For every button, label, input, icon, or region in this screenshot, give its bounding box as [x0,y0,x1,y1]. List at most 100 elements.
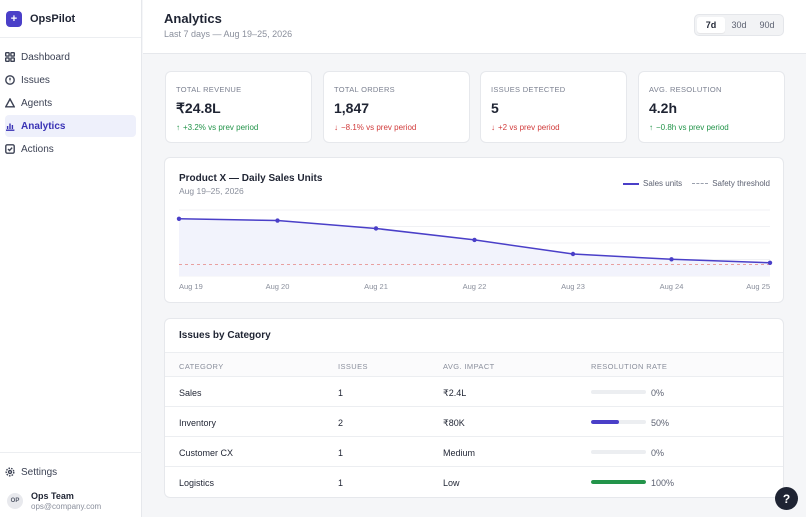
data-point [176,216,182,221]
sidebar-item-label: Settings [21,466,58,478]
data-point [373,226,379,231]
kpi-card-revenue: TOTAL REVENUE ₹24.8L ↑ +3.2% vs prev peri… [165,71,312,143]
kpi-delta: ↑ +3.2% vs prev period [176,123,258,132]
check-square-icon [5,144,15,154]
cell-resolution-rate: 100% [651,478,675,488]
legend-item-sales: Sales units [623,179,682,188]
cell-issues: 1 [338,478,344,488]
cell-issues: 1 [338,388,344,398]
table-row[interactable]: Logistics 1 Low 100% [165,467,783,497]
cell-category: Logistics [179,478,215,488]
data-point [570,251,576,257]
cell-impact: Medium [443,448,476,458]
gear-icon [5,467,15,477]
sidebar-item-settings[interactable]: Settings [5,461,137,483]
x-tick-label: Aug 22 [463,282,487,291]
sidebar-item-label: Actions [21,143,54,155]
cell-issues: 2 [338,418,344,428]
resolution-rate-bar [591,390,646,394]
legend-swatch-solid [623,182,640,185]
user-profile[interactable]: OP Ops Team ops@company.com [5,491,137,511]
triangle-icon [5,98,15,108]
grid-icon [5,52,15,62]
page-title: Analytics [164,11,222,26]
table-title: Issues by Category [179,330,271,341]
help-button[interactable]: ? [775,487,798,510]
column-header[interactable]: CATEGORY [179,362,224,371]
cell-category: Inventory [179,418,217,428]
issues-by-category-card: Issues by Category CATEGORY ISSUES AVG. … [164,318,784,498]
cell-issues: 1 [338,448,344,458]
kpi-delta: ↓ +2 vs prev period [491,123,560,132]
table-row[interactable]: Customer CX 1 Medium 0% [165,437,783,467]
x-tick-label: Aug 21 [364,282,388,291]
kpi-card-orders: TOTAL ORDERS 1,847 ↓ −8.1% vs prev period [323,71,470,143]
data-point [275,218,280,223]
kpi-card-issues: ISSUES DETECTED 5 ↓ +2 vs prev period [480,71,627,143]
column-header[interactable]: AVG. IMPACT [443,362,495,371]
resolution-rate-bar [591,480,646,484]
sidebar-item-dashboard[interactable]: Dashboard [5,46,136,68]
sidebar: + OpsPilot Dashboard Issues Agents Anal [0,0,142,517]
legend-label: Safety threshold [712,179,770,188]
kpi-value: ₹24.8L [176,100,221,116]
table-row[interactable]: Inventory 2 ₹80K 50% [165,407,783,437]
sidebar-item-label: Agents [21,97,53,109]
legend-label: Sales units [643,179,683,188]
alert-circle-icon [5,75,15,85]
resolution-rate-fill [591,420,619,424]
legend-item-threshold: Safety threshold [692,179,770,188]
sidebar-item-actions[interactable]: Actions [5,138,136,160]
sales-chart-card: Aug 19 Aug 20 Aug 21 Aug 22 Aug 23 Aug 24 Aug … [164,157,784,303]
sales-line-chart: Aug 19 Aug 20 Aug 21 Aug 22 Aug 23 Aug 24 Aug … [176,209,773,291]
table-header: CATEGORY ISSUES AVG. IMPACT RESOLUTION R… [165,352,783,377]
arrow-down-icon: ↓ [491,123,495,132]
resolution-rate-bar [591,450,646,454]
page-subtitle: Last 7 days — Aug 19–25, 2026 [164,29,293,39]
kpi-delta: ↑ −0.8h vs prev period [649,123,729,132]
sidebar-item-label: Dashboard [21,51,70,63]
x-tick-label: Aug 23 [561,282,585,291]
cell-resolution-rate: 0% [651,388,665,398]
resolution-rate-bar [591,420,646,424]
data-point [669,257,674,262]
bar-chart-icon [5,121,15,131]
arrow-up-icon: ↑ [649,123,653,132]
brand[interactable]: + OpsPilot [0,0,141,38]
arrow-up-icon: ↑ [176,123,180,132]
chart-subtitle: Aug 19–25, 2026 [179,186,244,196]
cell-impact: ₹2.4L [443,388,467,398]
chart-title: Product X — Daily Sales Units [179,173,323,184]
sidebar-nav: Dashboard Issues Agents Analytics Action… [0,38,141,169]
kpi-label: AVG. RESOLUTION [649,85,722,94]
sidebar-item-analytics[interactable]: Analytics [5,115,136,137]
cell-category: Sales [179,388,202,398]
cell-category: Customer CX [179,448,234,458]
sidebar-item-issues[interactable]: Issues [5,69,136,91]
x-tick-label: Aug 19 [179,282,203,291]
range-30d-button[interactable]: 30d [731,20,747,30]
kpi-delta-text: +2 vs prev period [498,123,560,132]
resolution-rate-fill [591,480,646,484]
page-header: Analytics Last 7 days — Aug 19–25, 2026 … [143,0,806,54]
cell-resolution-rate: 0% [651,448,665,458]
table-row[interactable]: Sales 1 ₹2.4L 0% [165,377,783,407]
column-header[interactable]: RESOLUTION RATE [591,362,668,371]
range-90d-button[interactable]: 90d [759,20,775,30]
sales-area [179,218,770,276]
kpi-value: 1,847 [334,100,370,116]
data-point [472,237,477,243]
x-tick-label: Aug 24 [660,282,684,291]
kpi-delta-text: +3.2% vs prev period [183,123,259,132]
kpi-delta-text: −8.1% vs prev period [341,123,417,132]
sidebar-item-label: Issues [21,74,50,86]
sidebar-footer: Settings OP Ops Team ops@company.com [0,452,142,517]
legend-swatch-dashed [692,183,709,184]
sidebar-item-agents[interactable]: Agents [5,92,136,114]
cell-impact: Low [443,478,460,488]
data-point [767,260,773,265]
range-7d-button[interactable]: 7d [697,17,725,33]
kpi-delta: ↓ −8.1% vs prev period [334,123,416,132]
column-header[interactable]: ISSUES [338,362,368,371]
arrow-down-icon: ↓ [334,123,338,132]
